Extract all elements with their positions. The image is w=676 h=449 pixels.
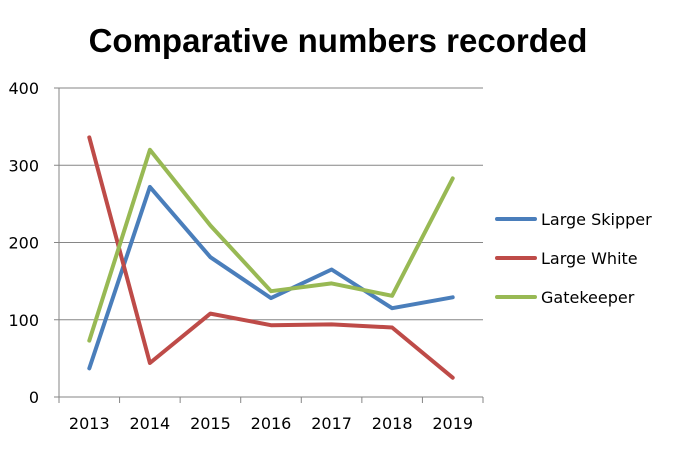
x-tick-label: 2015 [190,414,231,433]
x-tick-label: 2016 [251,414,292,433]
y-tick-label: 400 [8,79,39,98]
x-tick-label: 2013 [69,414,110,433]
axes [54,87,484,403]
chart-title: Comparative numbers recorded [89,22,588,59]
x-tick-label: 2014 [129,414,170,433]
legend-label: Large White [541,249,638,268]
legend-label: Gatekeeper [541,288,635,307]
y-tick-label: 200 [8,234,39,253]
y-tick-label: 300 [8,156,39,175]
y-tick-label: 0 [29,388,39,407]
y-tick-labels: 0 100 200 300 400 [8,79,39,407]
x-tick-label: 2017 [311,414,352,433]
series-line-large-skipper [87,184,455,371]
gridlines [59,87,483,321]
series-line-large-white [87,135,455,380]
legend-label: Large Skipper [541,210,652,229]
series-line-gatekeeper [87,147,455,343]
series-lines [87,135,455,380]
legend: Large Skipper Large White Gatekeeper [495,210,652,307]
x-tick-label: 2019 [432,414,473,433]
x-tick-labels: 2013 2014 2015 2016 2017 2018 2019 [69,414,473,433]
x-tick-label: 2018 [372,414,413,433]
y-tick-label: 100 [8,311,39,330]
